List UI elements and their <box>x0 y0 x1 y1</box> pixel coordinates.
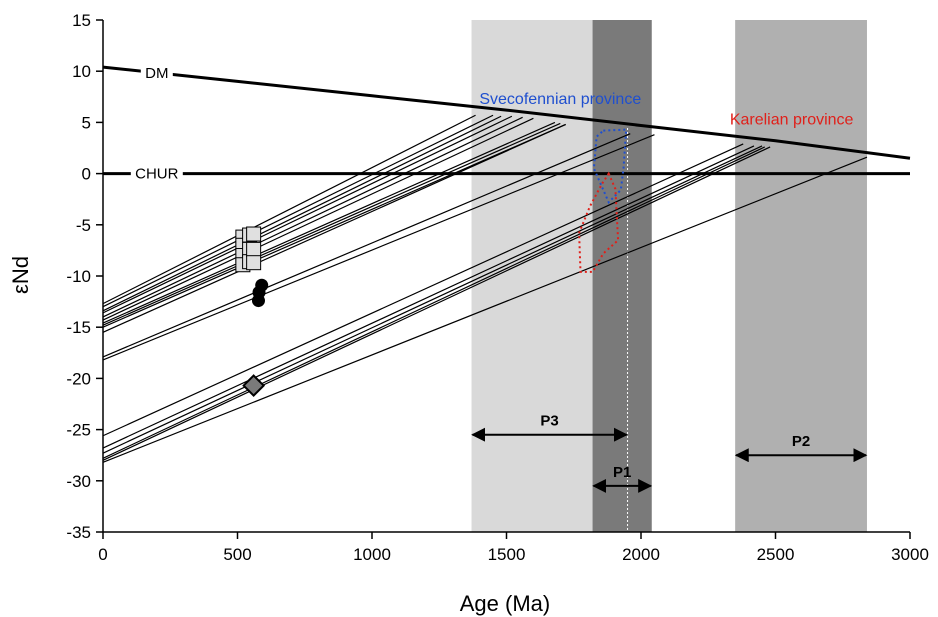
y-tick-label: 10 <box>72 62 91 81</box>
model-evolution-lines <box>102 114 868 463</box>
model-line-4 <box>102 115 513 314</box>
model-line-14 <box>102 145 755 449</box>
reference-curve-dm <box>102 65 911 160</box>
model-line-10 <box>102 123 566 333</box>
reference-curves: DM CHUR <box>102 64 911 183</box>
model-line-16 <box>102 146 765 459</box>
circle-sample-point <box>251 294 265 308</box>
axes: 0 500 1000 1500 2000 2500 3000 15 10 5 0 -5 -10 -15 -2… <box>66 11 928 564</box>
model-line-5 <box>102 116 523 318</box>
reference-label-bg-dm <box>140 64 173 83</box>
y-tick-label: -5 <box>76 216 91 235</box>
reference-label-bg-chur <box>130 164 183 183</box>
karelian-province-outline <box>578 171 620 273</box>
square-sample-point <box>246 226 262 242</box>
sample-points <box>235 226 269 397</box>
y-tick-label: 15 <box>72 11 91 30</box>
y-tick-label: -10 <box>66 267 91 286</box>
model-line-9 <box>102 123 566 328</box>
model-line-1 <box>102 114 476 305</box>
period-label-p3: P3 <box>540 413 558 430</box>
x-tick-label: 1000 <box>353 545 391 564</box>
shaded-age-ranges <box>471 20 867 532</box>
y-tick-label: -30 <box>66 472 91 491</box>
x-tick-label: 2000 <box>622 545 660 564</box>
y-tick-label: -35 <box>66 523 91 542</box>
y-tick-label: 5 <box>82 113 91 132</box>
model-line-6 <box>102 117 534 321</box>
y-axis-title: εNd <box>8 256 33 294</box>
y-tick-label: -15 <box>66 318 91 337</box>
model-line-7 <box>102 121 556 324</box>
model-line-18 <box>102 156 868 463</box>
reference-label-chur: CHUR <box>135 166 178 183</box>
y-tick-label: -20 <box>66 369 91 388</box>
province-fields: Svecofennian province Karelian province <box>479 91 854 273</box>
model-line-3 <box>102 115 502 312</box>
x-tick-label: 0 <box>98 545 107 564</box>
period-label-p1: P1 <box>613 464 631 481</box>
reference-label-dm: DM <box>145 65 168 82</box>
model-line-2 <box>102 114 494 308</box>
square-sample-point <box>246 255 262 271</box>
x-tick-label: 500 <box>223 545 251 564</box>
shaded-range-3 <box>735 20 867 532</box>
y-tick-label: 0 <box>82 165 91 184</box>
karelian-province-label: Karelian province <box>730 111 854 128</box>
diamond-sample-point <box>242 374 266 397</box>
square-sample-point <box>246 241 262 257</box>
model-line-15 <box>102 145 763 454</box>
model-line-17 <box>102 146 771 461</box>
shaded-range-2 <box>592 20 652 532</box>
svecofennian-province-label: Svecofennian province <box>479 91 641 108</box>
period-arrows: P3 P1 P2 <box>471 413 868 493</box>
x-tick-label: 2500 <box>757 545 795 564</box>
y-tick-label: -25 <box>66 421 91 440</box>
model-line-11 <box>102 133 631 358</box>
x-tick-label: 1500 <box>488 545 526 564</box>
x-tick-label: 3000 <box>891 545 929 564</box>
model-line-13 <box>102 143 744 437</box>
x-axis-title: Age (Ma) <box>460 591 550 616</box>
model-line-8 <box>102 122 561 326</box>
period-label-p2: P2 <box>792 433 810 450</box>
